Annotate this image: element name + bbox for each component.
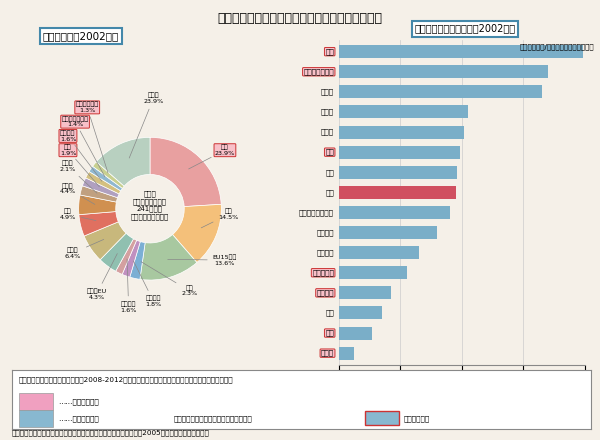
Wedge shape <box>130 242 145 279</box>
Bar <box>339 326 372 340</box>
Text: オーストラリア
1.4%: オーストラリア 1.4% <box>62 116 105 177</box>
Bar <box>339 246 419 259</box>
FancyBboxPatch shape <box>365 411 399 425</box>
Text: カナダ
2.1%: カナダ 2.1% <box>60 160 97 193</box>
Text: 日本: 日本 <box>325 189 334 196</box>
FancyBboxPatch shape <box>19 393 53 410</box>
Bar <box>339 166 457 179</box>
Text: 中国: 中国 <box>325 330 334 336</box>
Wedge shape <box>100 233 134 271</box>
Text: ロシア
6.4%: ロシア 6.4% <box>65 239 104 259</box>
Text: オーストラリア: オーストラリア <box>304 69 334 75</box>
Text: ……削減義務なし: ……削減義務なし <box>58 398 99 405</box>
Text: （注：京都議定書を批准していない国は: （注：京都議定書を批准していない国は <box>174 415 253 422</box>
Bar <box>339 65 548 78</box>
Text: で示した。）: で示した。） <box>403 415 430 422</box>
Text: ドイツ: ドイツ <box>321 129 334 136</box>
Text: 資料：日本エネルギー経済研究所編『エネルギー・経済統計要覧（2005年版）』より環境省作成: 資料：日本エネルギー経済研究所編『エネルギー・経済統計要覧（2005年版）』より… <box>12 430 210 436</box>
Wedge shape <box>92 162 124 188</box>
Wedge shape <box>172 204 221 263</box>
Wedge shape <box>82 178 119 198</box>
Wedge shape <box>79 212 118 236</box>
Text: 韓国
1.9%: 韓国 1.9% <box>60 144 99 187</box>
Text: ニュージーランド: ニュージーランド <box>299 209 334 216</box>
Wedge shape <box>84 222 126 260</box>
Text: その他
23.9%: その他 23.9% <box>129 92 164 158</box>
Bar <box>339 146 460 159</box>
Wedge shape <box>140 235 197 280</box>
Wedge shape <box>79 195 116 215</box>
FancyBboxPatch shape <box>19 410 53 427</box>
Text: 中国
14.5%: 中国 14.5% <box>201 209 239 228</box>
Bar <box>339 186 456 199</box>
Text: 主な排出国の京都議定書に基づく2008-2012年の約束期間における温室効果ガスの削減義務について: 主な排出国の京都議定書に基づく2008-2012年の約束期間における温室効果ガス… <box>19 377 233 383</box>
Text: 世界の
二酸化炭素排出量
241億トン
（二酸化炭素换算）: 世界の 二酸化炭素排出量 241億トン （二酸化炭素换算） <box>131 191 169 220</box>
Wedge shape <box>116 239 137 275</box>
Text: 国別１人当たり排出量（2002年）: 国別１人当たり排出量（2002年） <box>415 24 515 33</box>
Wedge shape <box>80 186 118 202</box>
Text: タイ: タイ <box>325 310 334 316</box>
Wedge shape <box>122 240 140 277</box>
Bar <box>339 106 468 118</box>
Text: 二酸化炭素の国別排出量と国別１人当たり排出量: 二酸化炭素の国別排出量と国別１人当たり排出量 <box>218 12 383 26</box>
Text: 英国
2.3%: 英国 2.3% <box>141 262 197 297</box>
Wedge shape <box>96 137 150 186</box>
Text: 米国: 米国 <box>325 48 334 55</box>
Text: 英国: 英国 <box>325 169 334 176</box>
Text: 韓国: 韓国 <box>325 149 334 155</box>
Bar <box>339 45 583 58</box>
Bar <box>339 347 354 359</box>
Bar <box>339 85 542 99</box>
Bar <box>339 286 391 299</box>
Text: EU15か国
13.6%: EU15か国 13.6% <box>168 254 237 266</box>
Text: その他EU
4.3%: その他EU 4.3% <box>86 253 117 300</box>
Text: イタリア
1.8%: イタリア 1.8% <box>133 261 161 307</box>
Bar <box>339 206 450 219</box>
Text: イタリア: イタリア <box>317 229 334 236</box>
Text: インド: インド <box>321 350 334 356</box>
Text: 日本
4.9%: 日本 4.9% <box>60 209 96 220</box>
Text: 国別排出量（2002年）: 国別排出量（2002年） <box>43 31 119 41</box>
Bar <box>339 266 407 279</box>
Wedge shape <box>89 166 122 191</box>
Text: メキシコ: メキシコ <box>317 290 334 296</box>
Bar <box>339 306 382 319</box>
Text: ……削減義務あり: ……削減義務あり <box>58 415 99 422</box>
Text: マレーシア: マレーシア <box>312 269 334 276</box>
Text: インド
4.4%: インド 4.4% <box>60 183 95 205</box>
Wedge shape <box>150 137 221 207</box>
Bar <box>339 226 437 239</box>
Wedge shape <box>86 172 121 194</box>
Text: フランス: フランス <box>317 249 334 256</box>
Text: ロシア: ロシア <box>321 109 334 115</box>
Text: インドネシア
1.3%: インドネシア 1.3% <box>76 102 108 173</box>
Text: 米国
23.9%: 米国 23.9% <box>188 144 235 169</box>
Text: カナダ: カナダ <box>321 88 334 95</box>
Text: （単位：トン/人（二酸化炭素换算））: （単位：トン/人（二酸化炭素换算）） <box>520 43 594 50</box>
Bar <box>339 125 464 139</box>
Text: メキシコ
1.6%: メキシコ 1.6% <box>60 130 102 181</box>
Text: フランス
1.6%: フランス 1.6% <box>121 259 137 313</box>
